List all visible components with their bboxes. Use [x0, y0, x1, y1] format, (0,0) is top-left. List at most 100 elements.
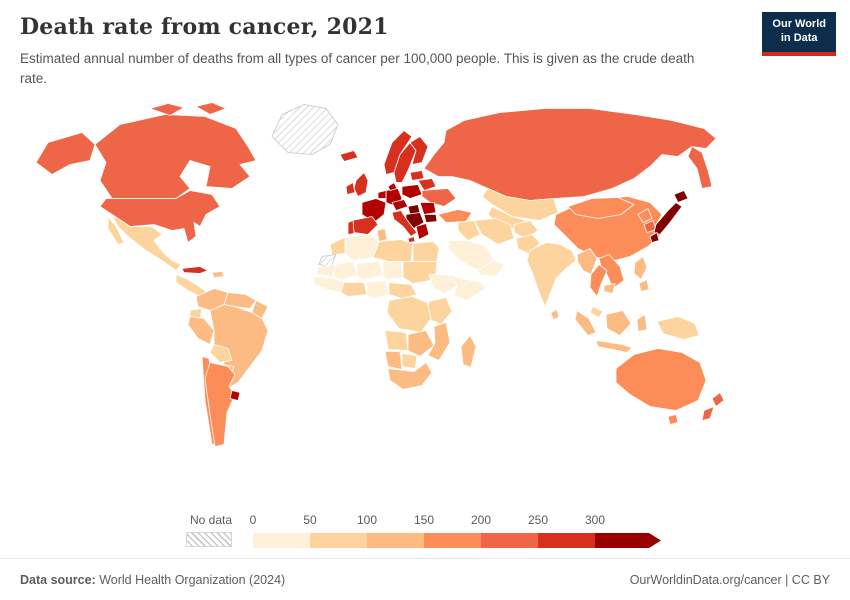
country-japan-honshu[interactable]	[653, 202, 683, 235]
world-map-svg[interactable]	[0, 100, 850, 505]
country-russia[interactable]	[423, 108, 717, 201]
country-greece[interactable]	[415, 223, 430, 240]
region-cameroon-car[interactable]	[388, 282, 418, 299]
country-nigeria[interactable]	[366, 280, 390, 299]
country-japan-kyushu[interactable]	[649, 232, 660, 243]
country-venezuela[interactable]	[223, 292, 257, 309]
country-mongolia[interactable]	[567, 197, 635, 219]
country-indonesia-java[interactable]	[595, 340, 633, 353]
country-canada-arctic2[interactable]	[195, 102, 227, 115]
country-sweden[interactable]	[393, 142, 417, 183]
country-uruguay[interactable]	[229, 390, 241, 401]
country-canada[interactable]	[94, 114, 257, 199]
country-iceland[interactable]	[339, 150, 359, 162]
country-poland[interactable]	[401, 184, 423, 199]
country-indonesia-sumatra[interactable]	[574, 310, 597, 336]
country-ethiopia[interactable]	[428, 274, 458, 294]
country-mali[interactable]	[332, 261, 358, 280]
legend-no-data-swatch[interactable]	[186, 532, 232, 547]
country-new-zealand-north[interactable]	[711, 392, 725, 407]
country-malaysia[interactable]	[589, 306, 604, 318]
country-belarus[interactable]	[417, 178, 437, 191]
country-italy-sicily[interactable]	[407, 236, 416, 243]
country-argentina[interactable]	[204, 362, 236, 447]
world-map[interactable]	[0, 100, 850, 505]
country-mexico-baja[interactable]	[107, 216, 125, 245]
country-niger[interactable]	[356, 261, 384, 280]
country-mozambique[interactable]	[427, 322, 451, 361]
country-india[interactable]	[526, 242, 577, 307]
region-guianas[interactable]	[251, 300, 269, 319]
region-ghana-ivory[interactable]	[340, 282, 368, 297]
region-benelux[interactable]	[377, 190, 387, 199]
country-finland[interactable]	[409, 136, 429, 165]
region-baltics[interactable]	[409, 170, 425, 181]
country-tunisia[interactable]	[376, 228, 388, 242]
country-indonesia-sulawesi[interactable]	[636, 314, 648, 332]
country-usa-alaska[interactable]	[35, 132, 96, 175]
legend-bin-arrow[interactable]	[595, 533, 661, 548]
country-sri-lanka[interactable]	[550, 309, 560, 320]
legend-bin[interactable]	[481, 533, 538, 548]
country-uk[interactable]	[353, 172, 369, 197]
country-russia-kamchatka[interactable]	[687, 146, 713, 189]
country-north-korea[interactable]	[637, 208, 653, 223]
legend-bin[interactable]	[367, 533, 424, 548]
island-hispaniola[interactable]	[211, 271, 225, 278]
legend-bin[interactable]	[424, 533, 481, 548]
legend-no-data[interactable]: No data	[186, 513, 232, 547]
region-zambia-zimbabwe[interactable]	[407, 330, 435, 357]
country-norway[interactable]	[383, 130, 413, 175]
region-yemen-oman[interactable]	[477, 260, 505, 277]
country-philippines-luzon[interactable]	[633, 256, 648, 280]
country-somalia[interactable]	[446, 274, 486, 301]
country-egypt[interactable]	[412, 241, 440, 262]
country-australia-tasmania[interactable]	[667, 414, 679, 425]
country-australia[interactable]	[615, 348, 707, 411]
country-denmark[interactable]	[387, 182, 398, 191]
country-turkey[interactable]	[437, 209, 473, 223]
country-peru[interactable]	[187, 316, 215, 345]
country-portugal[interactable]	[347, 220, 355, 235]
country-bulgaria[interactable]	[423, 214, 438, 223]
country-japan-hokkaido[interactable]	[673, 190, 689, 203]
country-chad[interactable]	[382, 261, 404, 280]
country-angola[interactable]	[384, 330, 409, 351]
country-france[interactable]	[361, 198, 387, 223]
country-ukraine[interactable]	[421, 188, 457, 207]
country-ireland[interactable]	[345, 182, 356, 195]
country-spain[interactable]	[351, 216, 379, 235]
country-libya[interactable]	[372, 239, 414, 262]
country-madagascar[interactable]	[460, 335, 477, 368]
region-kenya-tanzania[interactable]	[426, 297, 453, 325]
country-iran[interactable]	[473, 218, 515, 245]
country-canada-arctic1[interactable]	[149, 103, 185, 116]
country-mexico[interactable]	[111, 214, 182, 271]
legend-tick-label: 50	[303, 513, 317, 527]
country-philippines-south[interactable]	[638, 279, 650, 292]
country-greenland[interactable]	[271, 104, 339, 155]
chart-header: Death rate from cancer, 2021 Estimated a…	[20, 14, 730, 90]
credit-link[interactable]: OurWorldinData.org/cancer | CC BY	[629, 572, 830, 587]
country-italy[interactable]	[391, 210, 418, 237]
island-new-guinea[interactable]	[656, 316, 700, 340]
legend-tick-label: 250	[527, 513, 549, 527]
country-indonesia-borneo[interactable]	[605, 310, 632, 336]
country-south-africa[interactable]	[387, 362, 433, 390]
legend-bin[interactable]	[253, 533, 310, 548]
country-sudan[interactable]	[402, 261, 438, 284]
country-kazakhstan[interactable]	[481, 188, 559, 221]
country-new-zealand-south[interactable]	[701, 406, 715, 421]
legend-bin[interactable]	[310, 533, 367, 548]
country-botswana[interactable]	[401, 353, 418, 369]
country-drc[interactable]	[386, 296, 432, 333]
owid-logo[interactable]: Our World in Data	[762, 12, 836, 56]
legend-bin[interactable]	[538, 533, 595, 548]
country-namibia[interactable]	[384, 351, 403, 370]
country-bolivia[interactable]	[209, 344, 233, 363]
country-cuba[interactable]	[181, 266, 209, 274]
country-thailand[interactable]	[589, 264, 608, 297]
country-cambodia[interactable]	[603, 283, 616, 294]
region-iraq-syria[interactable]	[457, 220, 481, 241]
country-romania[interactable]	[419, 202, 437, 215]
